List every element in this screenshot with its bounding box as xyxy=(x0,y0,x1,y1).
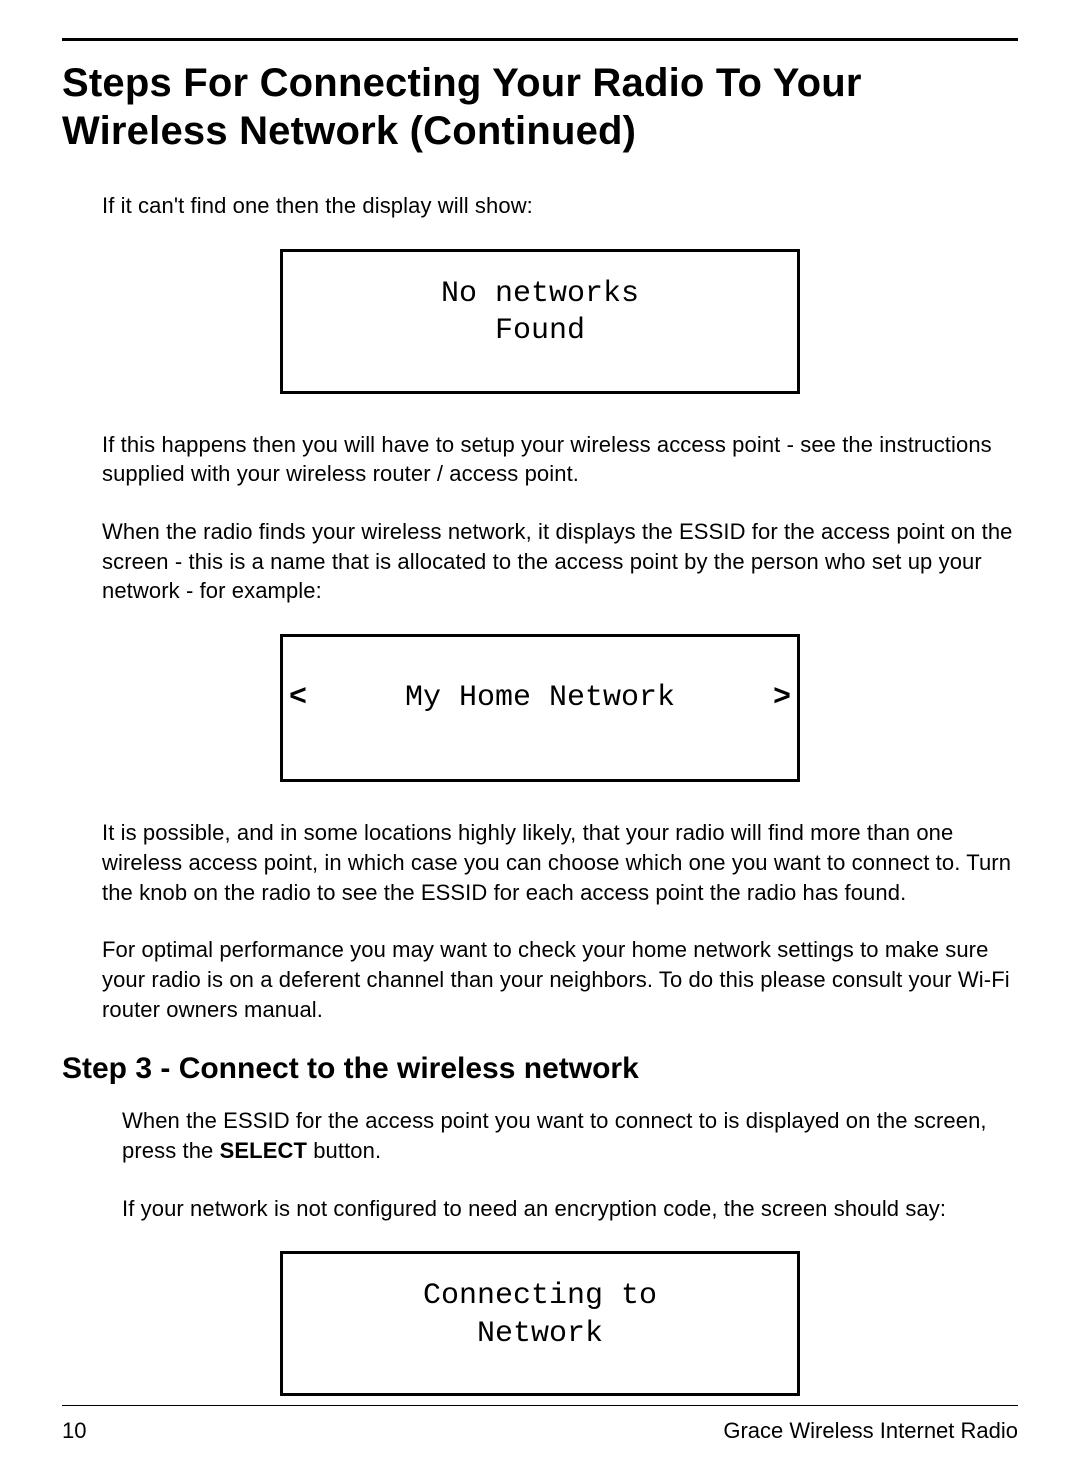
display-essid: < My Home Network > xyxy=(280,634,800,782)
display-line-2: Found xyxy=(495,313,585,351)
display-essid-text: My Home Network xyxy=(307,681,773,715)
display-line-1: No networks xyxy=(441,276,639,314)
step-3-para-1-post: button. xyxy=(307,1138,381,1163)
page-title: Steps For Connecting Your Radio To Your … xyxy=(62,59,1018,155)
display-no-networks: No networks Found xyxy=(280,249,800,394)
display-connecting-line-2: Network xyxy=(477,1316,603,1354)
page-number: 10 xyxy=(62,1418,86,1444)
step-3-para-2: If your network is not configured to nee… xyxy=(122,1194,1018,1224)
footer-label: Grace Wireless Internet Radio xyxy=(723,1418,1018,1444)
select-button-label: SELECT xyxy=(220,1138,307,1163)
para-channel-advice: For optimal performance you may want to … xyxy=(102,935,1018,1024)
page-footer: 10 Grace Wireless Internet Radio xyxy=(62,1405,1018,1444)
top-rule xyxy=(62,38,1018,41)
para-essid-found: When the radio finds your wireless netwo… xyxy=(102,517,1018,606)
intro-text: If it can't find one then the display wi… xyxy=(102,191,1018,221)
step-3-heading: Step 3 - Connect to the wireless network xyxy=(62,1052,1018,1086)
left-arrow-icon: < xyxy=(289,681,307,715)
display-connecting: Connecting to Network xyxy=(280,1251,800,1396)
step-3-para-1: When the ESSID for the access point you … xyxy=(122,1106,1018,1165)
right-arrow-icon: > xyxy=(773,681,791,715)
display-connecting-line-1: Connecting to xyxy=(423,1278,657,1316)
para-setup-ap: If this happens then you will have to se… xyxy=(102,430,1018,489)
para-multiple-aps: It is possible, and in some locations hi… xyxy=(102,818,1018,907)
